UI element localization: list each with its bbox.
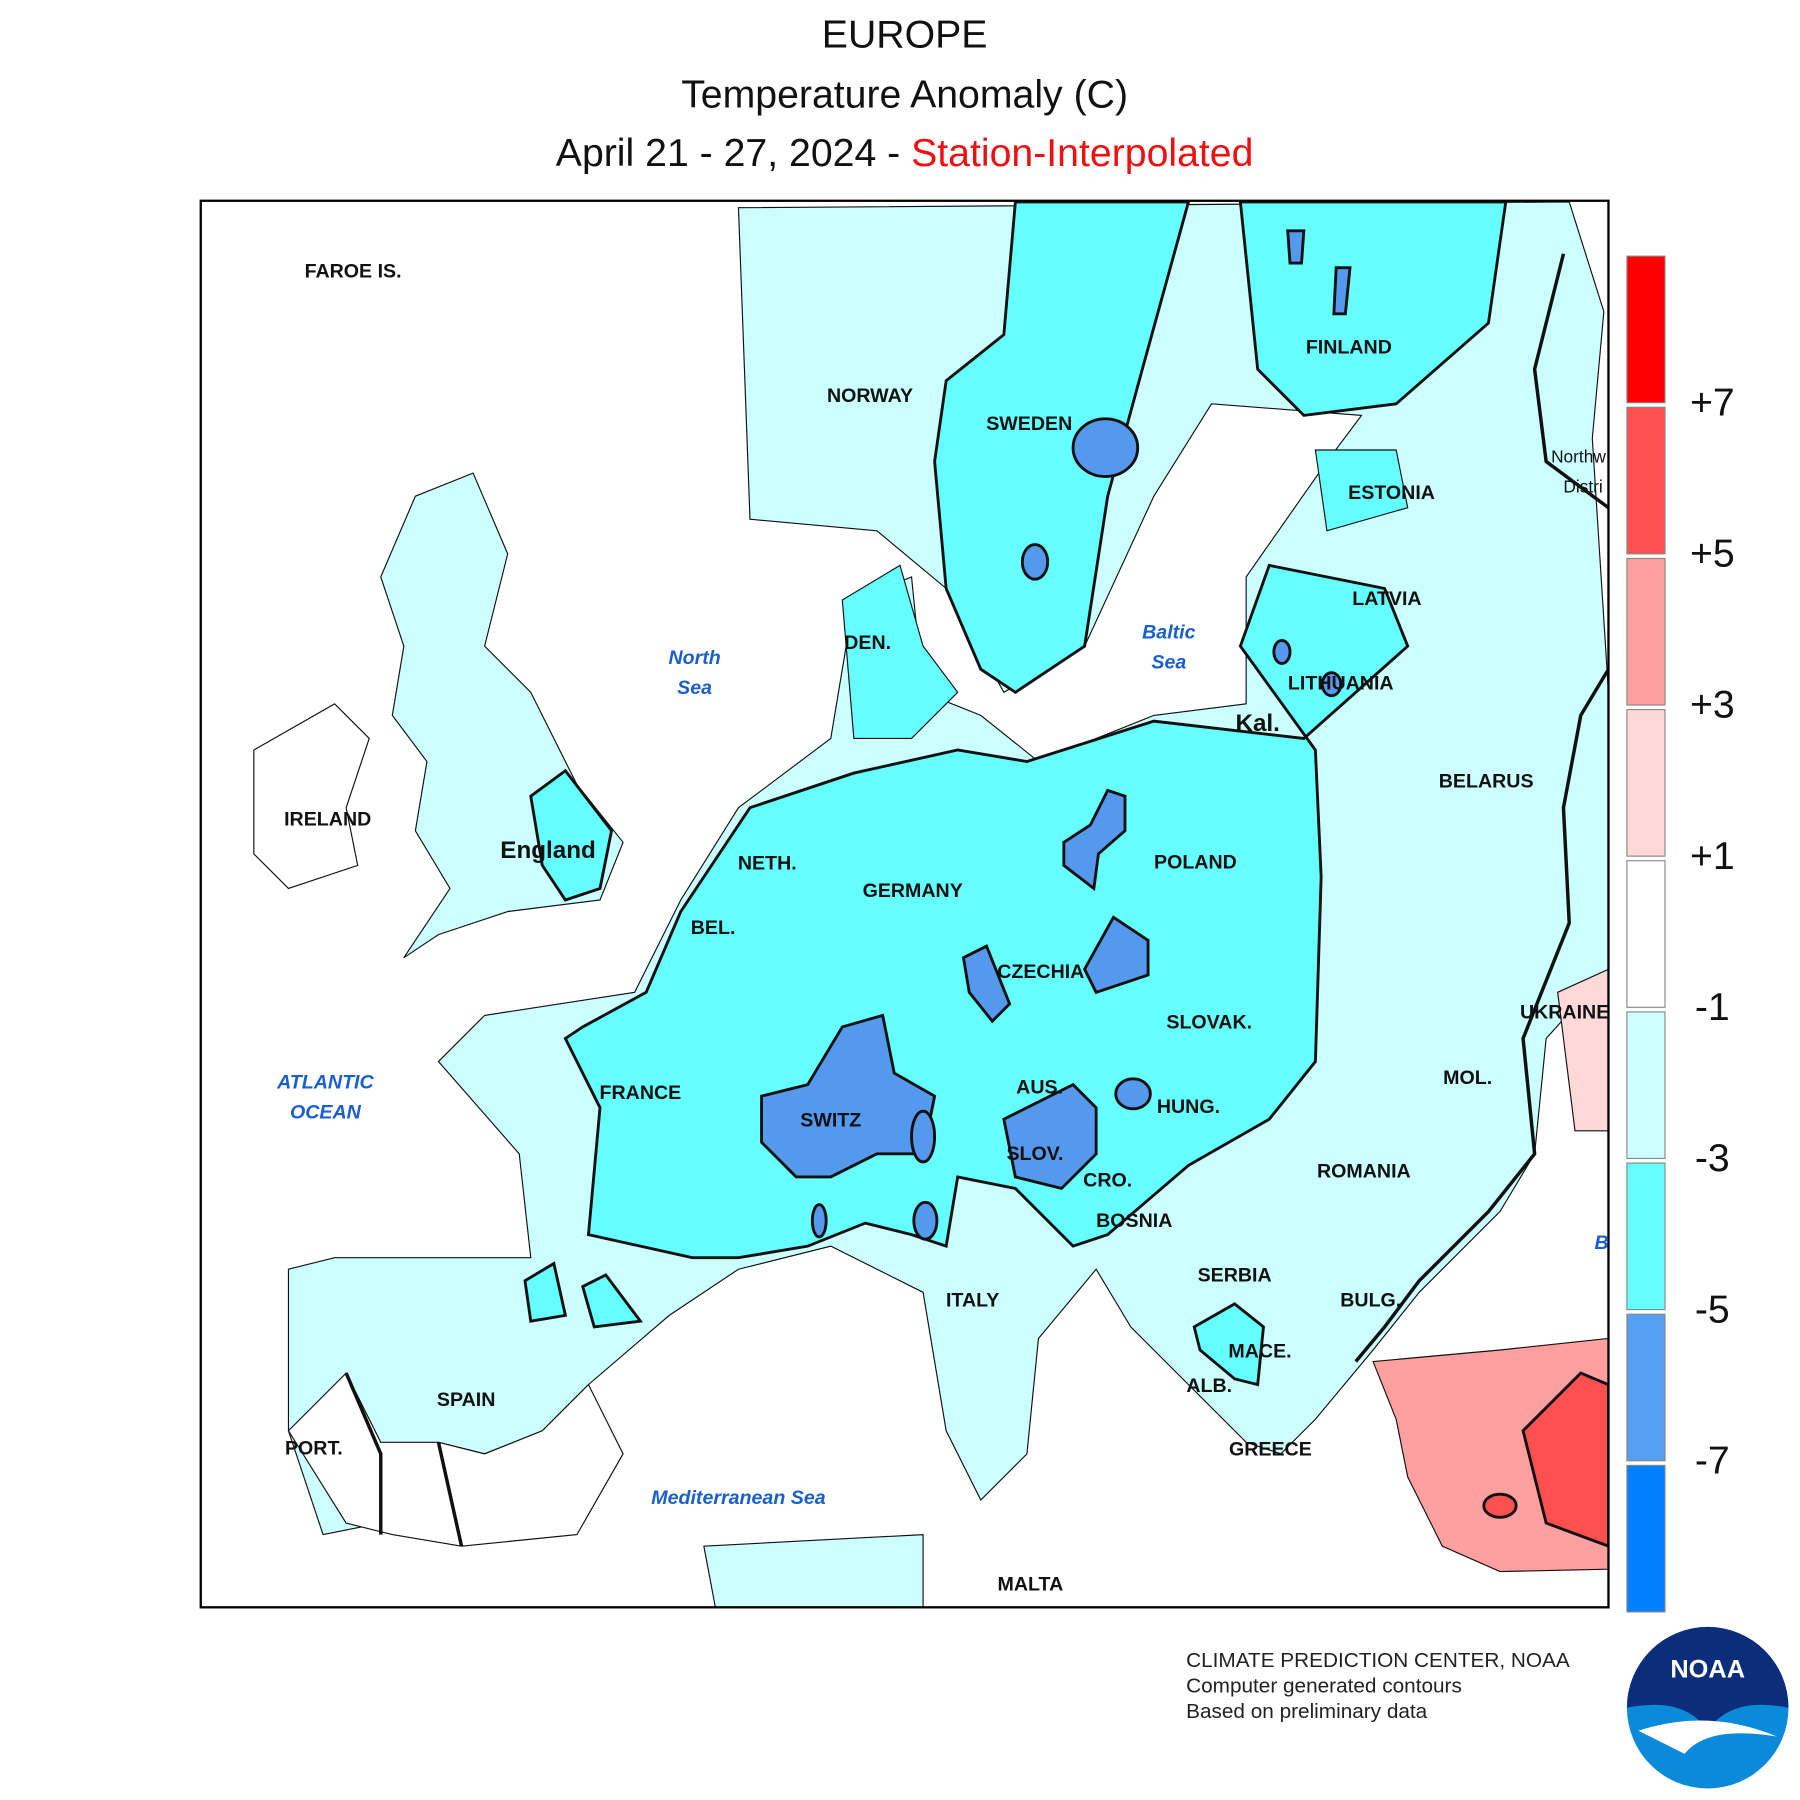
legend-swatch xyxy=(1626,1464,1666,1613)
country-label: SLOVAK. xyxy=(1166,1012,1252,1034)
country-label: Kal. xyxy=(1235,710,1279,737)
noaa-logo: NOAA xyxy=(1626,1626,1789,1789)
country-label: GREECE xyxy=(1229,1439,1312,1461)
legend-swatch xyxy=(1626,1011,1666,1160)
country-label: PORT. xyxy=(285,1437,343,1459)
map-labels: FAROE IS. NORWAY SWEDEN FINLAND ESTONIA LATVI… xyxy=(276,260,1609,1595)
legend: +7 +5 +3 +1 -1 -3 -5 -7 xyxy=(1626,255,1735,1613)
denmark-cyan xyxy=(841,564,959,740)
country-label: CRO. xyxy=(1083,1170,1132,1192)
country-label: SLOV. xyxy=(1006,1143,1063,1165)
england-cyan xyxy=(529,768,614,902)
sea-label: ATLANTIC xyxy=(276,1072,374,1094)
legend-tick-label: +5 xyxy=(1690,532,1735,576)
country-label: SWITZ xyxy=(800,1110,861,1132)
country-label: MOL. xyxy=(1443,1067,1492,1089)
country-label: HUNG. xyxy=(1157,1096,1220,1118)
country-label: BOSNIA xyxy=(1096,1210,1172,1232)
legend-swatch xyxy=(1626,406,1666,555)
land-white-south xyxy=(287,1372,624,1547)
country-label: BULG. xyxy=(1340,1290,1401,1312)
country-label: UKRAINE xyxy=(1520,1001,1609,1023)
country-label: Distri xyxy=(1563,477,1602,497)
ukraine-warm xyxy=(1557,968,1609,1132)
sea-label: Baltic xyxy=(1142,622,1195,644)
country-label: IRELAND xyxy=(284,809,371,831)
sweden-cyan xyxy=(933,200,1191,695)
country-label: LITHUANIA xyxy=(1288,672,1394,694)
sea-label: Sea xyxy=(1151,652,1186,674)
country-label: FINLAND xyxy=(1306,337,1392,359)
central-cyan xyxy=(563,563,1410,1260)
legend-tick-label: -3 xyxy=(1695,1136,1730,1180)
legend-tick-label: +7 xyxy=(1690,380,1735,424)
sea-label: OCEAN xyxy=(290,1102,362,1124)
title-period: April 21 - 27, 2024 - Station-Interpolat… xyxy=(556,131,1254,175)
sea-label: B xyxy=(1594,1232,1608,1254)
country-label: SWEDEN xyxy=(986,413,1072,435)
legend-tick-label: -5 xyxy=(1695,1287,1730,1331)
country-label: LATVIA xyxy=(1352,588,1421,610)
country-label: Northw xyxy=(1551,447,1606,467)
country-label: BEL. xyxy=(691,917,736,939)
legend-swatch xyxy=(1626,860,1666,1008)
legend-swatch xyxy=(1626,709,1666,857)
period: April 21 - 27, 2024 - xyxy=(556,131,911,175)
country-label: NORWAY xyxy=(827,385,913,407)
zero-contour xyxy=(344,253,1609,1547)
footer-line: CLIMATE PREDICTION CENTER, NOAA xyxy=(1186,1649,1570,1672)
country-label: POLAND xyxy=(1154,851,1237,873)
title-subtitle: Temperature Anomaly (C) xyxy=(681,72,1128,116)
legend-swatch xyxy=(1626,1162,1666,1311)
turkey-hot xyxy=(1521,1371,1609,1548)
legend-tick-label: +3 xyxy=(1690,683,1735,727)
legend-tick-label: -7 xyxy=(1695,1438,1730,1482)
method: Station-Interpolated xyxy=(911,131,1253,175)
africa xyxy=(703,1534,924,1608)
footer-line: Computer generated contours xyxy=(1186,1674,1462,1697)
legend-tick-label: -1 xyxy=(1695,985,1730,1029)
balkan-cyan xyxy=(1192,1302,1265,1387)
country-label: England xyxy=(500,837,596,864)
country-label: ITALY xyxy=(946,1290,999,1312)
country-label: GERMANY xyxy=(863,880,963,902)
cold-spots xyxy=(760,229,1352,1241)
country-label: SPAIN xyxy=(437,1389,495,1411)
legend-swatch xyxy=(1626,255,1666,404)
country-label: BELARUS xyxy=(1439,770,1534,792)
map xyxy=(200,200,1609,1608)
logo-text: NOAA xyxy=(1670,1655,1745,1683)
legend-swatch xyxy=(1626,1313,1666,1462)
country-label: MACE. xyxy=(1228,1340,1291,1362)
map-frame xyxy=(199,199,1610,1609)
country-label: AUS. xyxy=(1016,1076,1063,1098)
country-label: ESTONIA xyxy=(1348,482,1435,504)
country-label: SERBIA xyxy=(1198,1264,1272,1286)
sea-label: Sea xyxy=(677,677,712,699)
country-label: NETH. xyxy=(738,852,797,874)
legend-swatch xyxy=(1626,557,1666,706)
ireland xyxy=(253,703,370,890)
country-label: MALTA xyxy=(998,1574,1064,1596)
country-label: ALB. xyxy=(1186,1375,1232,1397)
country-label: ROMANIA xyxy=(1317,1160,1411,1182)
sea-label: North xyxy=(668,647,720,669)
country-label: FRANCE xyxy=(600,1082,682,1104)
footer-line: Based on preliminary data xyxy=(1186,1700,1428,1723)
title-region: EUROPE xyxy=(822,12,988,56)
country-label: FAROE IS. xyxy=(305,260,402,282)
sea-label: Mediterranean Sea xyxy=(651,1487,825,1509)
country-label: DEN. xyxy=(844,632,891,654)
country-label: CZECHIA xyxy=(997,961,1084,983)
spain-cyan xyxy=(523,1261,644,1329)
estonia-cyan xyxy=(1314,449,1409,532)
legend-tick-label: +1 xyxy=(1690,834,1735,878)
